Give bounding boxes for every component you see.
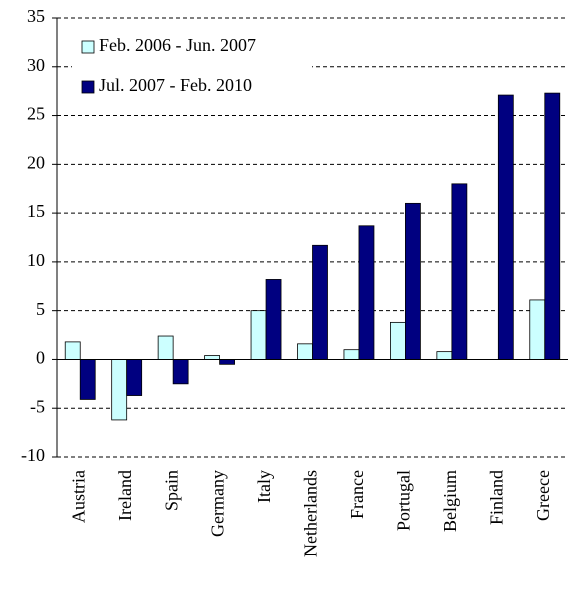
bar: [250, 310, 267, 360]
bar: [312, 244, 328, 360]
y-tick-label: 0: [36, 348, 45, 368]
x-tick-label: Netherlands: [301, 470, 321, 557]
bar: [390, 321, 406, 360]
x-tick-label: Italy: [254, 470, 274, 503]
bar: [111, 359, 128, 421]
y-tick-label: 35: [27, 6, 45, 26]
bar: [204, 355, 220, 360]
y-tick-label: 15: [27, 201, 45, 221]
bar: [544, 92, 561, 360]
x-tick-label: Portugal: [394, 470, 414, 531]
bar: [297, 343, 313, 360]
bar: [451, 183, 468, 360]
y-tick-label: 30: [27, 55, 45, 75]
x-tick-label: Finland: [486, 470, 506, 525]
bar: [405, 202, 421, 360]
y-tick-label: 25: [27, 104, 45, 124]
bar: [157, 335, 174, 360]
legend-label: Jul. 2007 - Feb. 2010: [99, 75, 252, 95]
legend-box: [72, 32, 312, 102]
legend-swatch: [81, 40, 95, 54]
bar: [529, 299, 546, 360]
y-tick-label: -10: [21, 445, 45, 465]
x-tick-label: Ireland: [115, 470, 135, 521]
bar: [436, 351, 453, 360]
bar: [172, 359, 189, 385]
bar: [64, 341, 81, 360]
bar: [265, 279, 282, 360]
bar: [358, 225, 375, 360]
bar: [126, 359, 143, 396]
legend-label: Feb. 2006 - Jun. 2007: [99, 35, 256, 55]
x-tick-label: Austria: [68, 470, 88, 523]
x-tick-label: Belgium: [440, 470, 460, 532]
y-tick-label: 10: [27, 250, 45, 270]
bar: [497, 94, 514, 360]
y-tick-label: 5: [36, 299, 45, 319]
bar: [343, 349, 360, 360]
x-tick-label: France: [347, 470, 367, 519]
y-tick-label: -5: [30, 396, 45, 416]
x-tick-label: Spain: [161, 470, 181, 511]
x-tick-label: Greece: [533, 470, 553, 521]
x-tick-label: Germany: [208, 470, 228, 537]
legend-swatch: [81, 80, 95, 94]
bar: [79, 359, 96, 400]
y-tick-label: 20: [27, 152, 45, 172]
bar: [219, 359, 235, 365]
